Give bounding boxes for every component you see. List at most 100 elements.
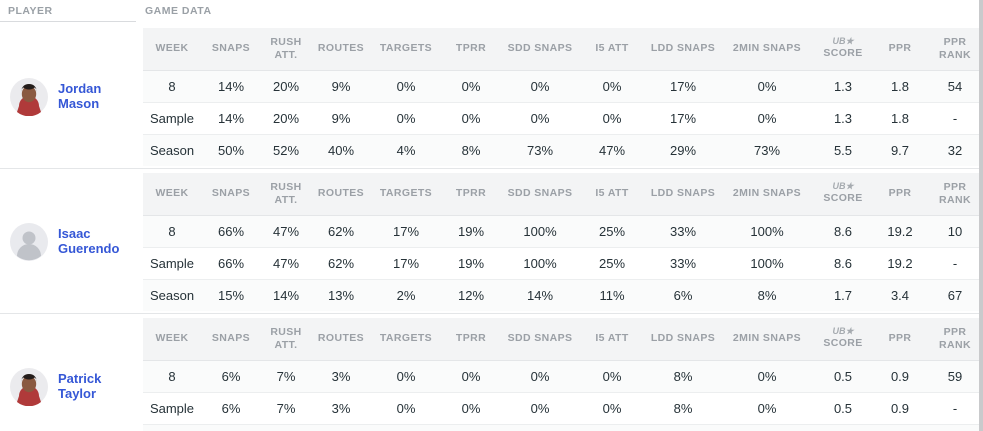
cell-tprr: 0% bbox=[441, 70, 501, 103]
table-row: Season 15% 14% 13% 2% 12% 14% 11% 6% 8% 1.7 3.4 67 bbox=[143, 279, 983, 311]
vertical-scrollbar[interactable] bbox=[979, 0, 983, 431]
cell-sdd-snaps: 0% bbox=[501, 102, 579, 135]
cell-ppr-rank: 106 bbox=[927, 424, 983, 431]
cell-ppr: 1.8 bbox=[873, 70, 927, 103]
column-header-2min-snaps: 2MIN SNAPS bbox=[721, 28, 813, 71]
player-sections: Jordan Mason WEEK SNAPS RUSH ATT. ROUTES TARGE… bbox=[0, 28, 983, 431]
player-section: Isaac Guerendo WEEK SNAPS RUSH ATT. ROUTES TAR… bbox=[0, 173, 983, 314]
cell-ppr: 9.7 bbox=[873, 134, 927, 166]
ub-score-logo-icon: UB★ bbox=[832, 326, 854, 337]
cell-sdd-snaps: 0% bbox=[501, 70, 579, 103]
column-header-sdd-snaps: SDD SNAPS bbox=[501, 28, 579, 71]
cell-routes: 40% bbox=[311, 134, 371, 166]
column-header-rush-att: RUSH ATT. bbox=[261, 318, 311, 361]
table-row: Sample 14% 20% 9% 0% 0% 0% 0% 17% 0% 1.3 1.8- bbox=[143, 102, 983, 135]
cell-rush-att: 7% bbox=[261, 392, 311, 425]
cell-score: 8.6 bbox=[813, 215, 873, 248]
table-header-row: WEEK SNAPS RUSH ATT. ROUTES TARGETS TPRR SDD SN… bbox=[143, 28, 983, 71]
cell-targets: 0% bbox=[371, 102, 441, 135]
cell-ldd-snaps: 6% bbox=[645, 279, 721, 311]
column-header-targets: TARGETS bbox=[371, 318, 441, 361]
cell-2min-snaps: 0% bbox=[721, 392, 813, 425]
cell-ppr-rank: 10 bbox=[927, 215, 983, 248]
cell-snaps: 66% bbox=[201, 215, 261, 248]
table-row: Season 50% 52% 40% 4% 8% 73% 47% 29% 73% 5.5 9.7 32 bbox=[143, 134, 983, 166]
table-row: Season3%2%14%2%11%2%0%3%0%1.42.4106 bbox=[143, 424, 983, 431]
cell-targets: 17% bbox=[371, 215, 441, 248]
cell-rush-att: 20% bbox=[261, 102, 311, 135]
player-column-header: PLAYER bbox=[8, 5, 53, 17]
column-header-ppr-rank: PPR RANK bbox=[927, 28, 983, 71]
column-header-score: UB★ SCORE bbox=[813, 173, 873, 216]
column-header-ppr: PPR bbox=[873, 28, 927, 71]
player-name-link[interactable]: Patrick Taylor bbox=[58, 371, 102, 401]
cell-ppr: 2.4 bbox=[873, 424, 927, 431]
cell-routes: 3% bbox=[311, 360, 371, 393]
row-label: Sample bbox=[143, 102, 201, 135]
cell-score: 0.5 bbox=[813, 360, 873, 393]
column-header-targets: TARGETS bbox=[371, 28, 441, 71]
column-header-score: UB★ SCORE bbox=[813, 28, 873, 71]
cell-routes: 13% bbox=[311, 279, 371, 311]
cell-targets: 2% bbox=[371, 279, 441, 311]
cell-ppr: 1.8 bbox=[873, 102, 927, 135]
cell-tprr: 11% bbox=[441, 424, 501, 431]
column-header-week: WEEK bbox=[143, 173, 201, 216]
column-header-routes: ROUTES bbox=[311, 28, 371, 71]
cell-2min-snaps: 0% bbox=[721, 70, 813, 103]
cell-sdd-snaps: 100% bbox=[501, 247, 579, 280]
cell-rush-att: 47% bbox=[261, 247, 311, 280]
cell-rush-att: 52% bbox=[261, 134, 311, 166]
cell-snaps: 14% bbox=[201, 70, 261, 103]
player-cell: Patrick Taylor bbox=[0, 318, 143, 431]
column-header-week: WEEK bbox=[143, 28, 201, 71]
player-section: Patrick Taylor WEEK SNAPS RUSH ATT. ROUTES TAR… bbox=[0, 318, 983, 431]
cell-ppr-rank: 59 bbox=[927, 360, 983, 393]
cell-routes: 9% bbox=[311, 70, 371, 103]
cell-score: 1.4 bbox=[813, 424, 873, 431]
column-header-ldd-snaps: LDD SNAPS bbox=[645, 173, 721, 216]
column-header-sdd-snaps: SDD SNAPS bbox=[501, 318, 579, 361]
cell-snaps: 6% bbox=[201, 360, 261, 393]
cell-i5-att: 0% bbox=[579, 70, 645, 103]
column-header-tprr: TPRR bbox=[441, 318, 501, 361]
column-header-ppr: PPR bbox=[873, 173, 927, 216]
game-data-table: WEEK SNAPS RUSH ATT. ROUTES TARGETS TPRR SDD SN… bbox=[143, 173, 983, 311]
player-cell: Isaac Guerendo bbox=[0, 173, 143, 311]
cell-ppr: 0.9 bbox=[873, 392, 927, 425]
cell-score: 0.5 bbox=[813, 392, 873, 425]
cell-ppr: 0.9 bbox=[873, 360, 927, 393]
cell-snaps: 14% bbox=[201, 102, 261, 135]
cell-sdd-snaps: 0% bbox=[501, 360, 579, 393]
player-photo-avatar bbox=[10, 78, 48, 116]
player-name-link[interactable]: Isaac Guerendo bbox=[58, 226, 120, 256]
column-header-score: UB★ SCORE bbox=[813, 318, 873, 361]
table-row: 8 6% 7% 3% 0% 0% 0% 0% 8% 0% 0.5 0.9 59 bbox=[143, 360, 983, 393]
cell-ppr-rank: 67 bbox=[927, 279, 983, 311]
cell-ppr-rank: 32 bbox=[927, 134, 983, 166]
player-header-divider bbox=[0, 21, 136, 22]
player-photo-avatar bbox=[10, 368, 48, 406]
cell-2min-snaps: 0% bbox=[721, 360, 813, 393]
cell-rush-att: 14% bbox=[261, 279, 311, 311]
cell-ppr-rank: - bbox=[927, 247, 983, 280]
generic-person-icon bbox=[10, 223, 48, 261]
cell-ldd-snaps: 8% bbox=[645, 360, 721, 393]
cell-tprr: 19% bbox=[441, 215, 501, 248]
column-header-i5-att: I5 ATT bbox=[579, 28, 645, 71]
column-header-ppr-rank: PPR RANK bbox=[927, 173, 983, 216]
cell-snaps: 6% bbox=[201, 392, 261, 425]
cell-routes: 3% bbox=[311, 392, 371, 425]
game-data-table: WEEK SNAPS RUSH ATT. ROUTES TARGETS TPRR SDD SN… bbox=[143, 318, 983, 431]
cell-i5-att: 0% bbox=[579, 424, 645, 431]
column-header-routes: ROUTES bbox=[311, 173, 371, 216]
cell-tprr: 0% bbox=[441, 360, 501, 393]
cell-score: 1.3 bbox=[813, 102, 873, 135]
panel-header-bar: PLAYER GAME DATA bbox=[0, 0, 983, 28]
row-label: Season bbox=[143, 134, 201, 166]
table-row: 8 14% 20% 9% 0% 0% 0% 0% 17% 0% 1.3 1.8 54 bbox=[143, 70, 983, 103]
ub-score-logo-icon: UB★ bbox=[832, 36, 854, 47]
cell-snaps: 3% bbox=[201, 424, 261, 431]
player-name-link[interactable]: Jordan Mason bbox=[58, 81, 102, 111]
cell-routes: 62% bbox=[311, 215, 371, 248]
